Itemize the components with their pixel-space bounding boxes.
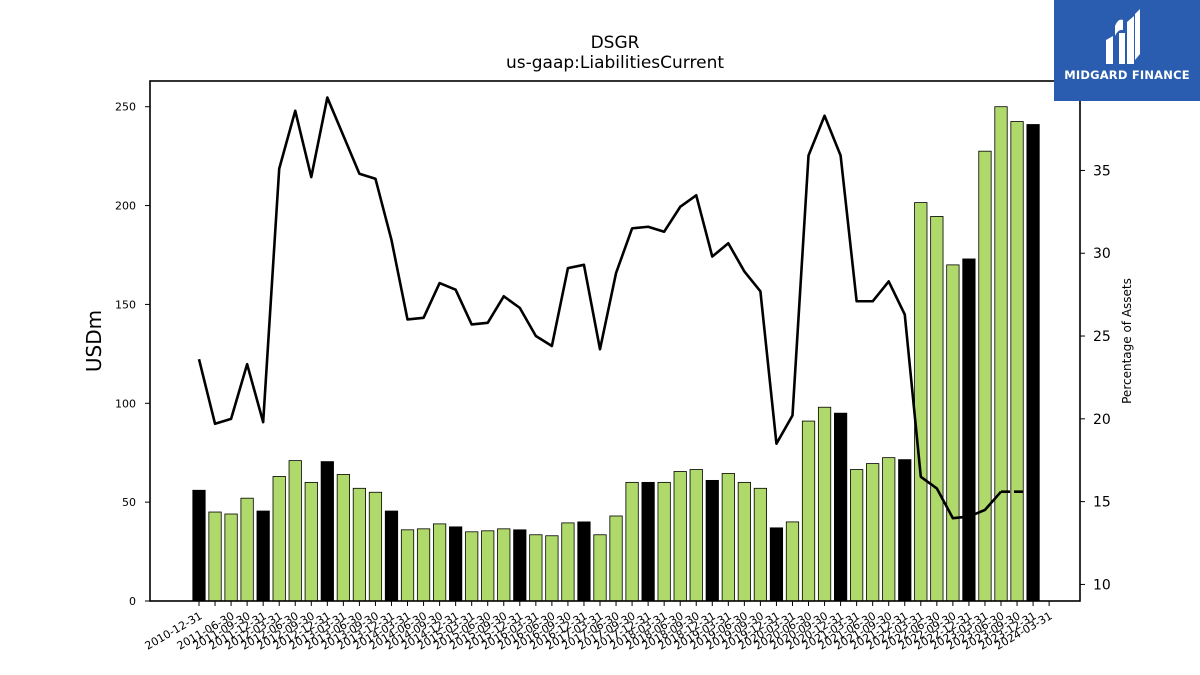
- bar-2013-12-31: [384, 510, 399, 602]
- bar-2011-09-30: [240, 497, 254, 602]
- bar-2013-03-31: [336, 474, 350, 602]
- y-tick-label: 50: [122, 496, 136, 509]
- bar-2017-12-31: [641, 481, 655, 602]
- bar-2022-12-31: [962, 258, 976, 602]
- bar-2016-06-30: [545, 535, 559, 602]
- x-axis: 2010-12-312011-06-302011-09-302011-12-31…: [143, 601, 1055, 653]
- bar-2012-12-31: [320, 461, 334, 602]
- bar-2012-06-30: [288, 460, 302, 602]
- bar-2017-06-30: [609, 515, 623, 602]
- y-tick-label: 250: [115, 101, 136, 114]
- bar-2020-06-30: [801, 420, 816, 602]
- bar-2017-03-31: [593, 534, 607, 602]
- bar-2014-12-31: [449, 526, 463, 602]
- pct-assets-line: [197, 96, 1002, 520]
- bar-2014-09-30: [432, 523, 447, 602]
- y-tick-label: 100: [115, 397, 136, 410]
- bar-2013-06-30: [352, 487, 367, 602]
- bar-2014-06-30: [416, 528, 431, 602]
- bar-2020-09-30: [817, 406, 832, 602]
- bar-2021-09-30: [882, 457, 896, 602]
- bar-2016-12-31: [577, 521, 591, 602]
- bar-2016-09-30: [561, 522, 575, 602]
- y2-tick-label: 20: [1093, 412, 1111, 428]
- y-axis-left: 0 50 100 150 200 250: [115, 101, 150, 608]
- bar-2016-03-31: [529, 534, 543, 602]
- bar-2020-12-31: [834, 412, 848, 602]
- y2-tick-label: 25: [1093, 329, 1111, 345]
- bar-2022-03-31: [914, 202, 928, 602]
- y2-tick-label: 35: [1093, 163, 1111, 179]
- chart-title: DSGR: [591, 33, 640, 53]
- y-tick-label: 150: [115, 298, 136, 311]
- y-axis-label: USDm: [82, 310, 106, 372]
- bar-2018-09-30: [689, 469, 703, 602]
- bar-2017-09-30: [625, 481, 639, 602]
- bar-2015-06-30: [481, 530, 495, 602]
- bar-2010-12-31: [192, 489, 206, 602]
- bar-2022-06-30: [930, 216, 944, 602]
- line-layer: [197, 96, 1034, 520]
- bar-2021-03-31: [850, 469, 864, 602]
- y-axis-right: 10 15 20 25 30 35: [1080, 163, 1111, 593]
- logo-text: MIDGARD FINANCE: [1064, 68, 1190, 82]
- bar-2019-12-31: [769, 527, 784, 602]
- bar-2020-03-31: [785, 521, 800, 602]
- chart-subtitle: us-gaap:LiabilitiesCurrent: [506, 53, 724, 73]
- bar-2023-12-31: [1026, 124, 1040, 602]
- y2-tick-label: 30: [1093, 246, 1111, 262]
- bar-2018-06-30: [673, 471, 687, 602]
- bar-2015-03-31: [465, 531, 479, 602]
- bar-2021-12-31: [898, 459, 912, 602]
- bar-2012-09-30: [304, 481, 318, 602]
- bar-2018-03-31: [657, 481, 671, 602]
- bar-2011-12-31: [256, 510, 270, 602]
- bar-2015-12-31: [513, 529, 527, 602]
- brand-logo: MIDGARD FINANCE: [1054, 0, 1200, 101]
- bar-2014-03-31: [400, 529, 415, 602]
- y-tick-label: 0: [129, 595, 136, 608]
- bar-2023-06-30: [994, 106, 1008, 602]
- y-tick-label: 200: [115, 200, 136, 213]
- y2-axis-label: Percentage of Assets: [1120, 278, 1134, 404]
- bars-layer: [192, 106, 1040, 602]
- bar-2018-12-31: [705, 479, 719, 602]
- bar-2019-09-30: [753, 487, 768, 602]
- y2-tick-label: 15: [1093, 495, 1111, 511]
- bar-2015-09-30: [497, 528, 511, 602]
- bar-2011-06-30: [224, 513, 238, 602]
- bar-2011-03-31: [208, 511, 222, 602]
- bar-2023-09-30: [1010, 121, 1024, 602]
- bar-2019-03-31: [721, 473, 735, 602]
- logo-mark-icon: [1106, 9, 1140, 64]
- bar-2021-06-30: [866, 463, 880, 602]
- y2-tick-label: 10: [1093, 577, 1111, 593]
- plot-frame: [149, 80, 1081, 602]
- bar-2022-09-30: [946, 264, 960, 602]
- bar-2023-03-31: [978, 150, 992, 602]
- bar-2013-09-30: [368, 491, 383, 602]
- bar-2012-03-31: [272, 476, 286, 602]
- bar-2019-06-30: [737, 481, 751, 602]
